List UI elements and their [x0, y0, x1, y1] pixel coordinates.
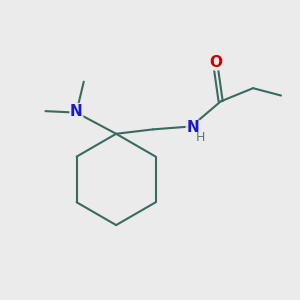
Text: H: H: [195, 131, 205, 144]
Text: N: N: [186, 120, 199, 135]
Text: O: O: [210, 55, 223, 70]
Text: N: N: [70, 103, 83, 118]
